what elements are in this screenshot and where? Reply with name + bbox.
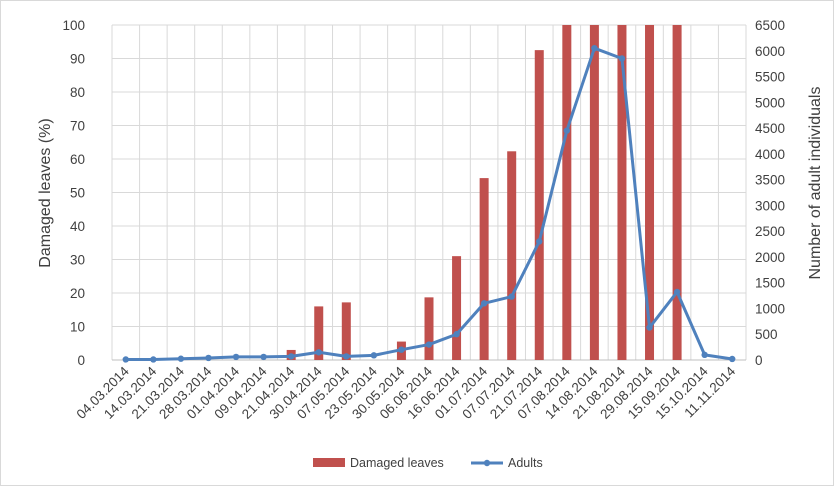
right-tick-label: 4500 xyxy=(755,121,785,136)
data-point xyxy=(205,354,212,362)
bar xyxy=(452,256,462,360)
legend: Damaged leaves Adults xyxy=(313,456,543,470)
left-tick-label: 10 xyxy=(70,320,85,335)
bar xyxy=(534,50,544,360)
x-axis-ticks: 04.03.201414.03.201421.03.201428.03.2014… xyxy=(74,363,739,422)
right-tick-label: 500 xyxy=(755,327,778,342)
data-point xyxy=(646,324,653,331)
bar xyxy=(479,178,489,360)
data-point xyxy=(370,352,378,359)
left-axis-ticks: 0 10 20 30 40 50 60 70 80 90 100 xyxy=(62,18,85,368)
right-tick-label: 2500 xyxy=(755,224,785,239)
bar-series-damaged-leaves xyxy=(286,25,682,360)
right-tick-label: 5000 xyxy=(755,95,785,110)
data-point xyxy=(260,353,267,361)
left-tick-label: 80 xyxy=(70,85,85,100)
line-series-adults xyxy=(122,44,736,363)
right-tick-label: 0 xyxy=(755,353,763,368)
bar xyxy=(507,151,517,360)
right-tick-label: 5500 xyxy=(755,70,785,85)
left-tick-label: 70 xyxy=(70,119,85,134)
data-point xyxy=(729,355,736,363)
data-point xyxy=(343,353,350,360)
right-tick-label: 6000 xyxy=(755,44,785,59)
legend-swatch-damaged-leaves xyxy=(313,458,345,467)
right-tick-label: 3500 xyxy=(755,173,785,188)
right-tick-label: 1500 xyxy=(755,276,785,291)
data-point xyxy=(232,353,240,361)
data-point xyxy=(618,55,626,62)
data-point xyxy=(591,44,598,52)
bar xyxy=(672,25,682,360)
data-point xyxy=(315,349,322,356)
right-tick-label: 2000 xyxy=(755,250,785,265)
left-tick-label: 100 xyxy=(62,18,85,33)
right-axis-title: Number of adult individuals xyxy=(807,87,824,280)
legend-label-adults: Adults xyxy=(508,456,543,470)
left-tick-label: 0 xyxy=(77,353,85,368)
right-tick-label: 4000 xyxy=(755,147,785,162)
data-point xyxy=(150,356,157,363)
left-tick-label: 20 xyxy=(70,286,85,301)
bar xyxy=(645,25,655,360)
bar xyxy=(562,25,572,360)
bar xyxy=(314,306,324,360)
legend-swatch-adults-marker xyxy=(483,459,491,467)
data-point xyxy=(480,300,488,307)
right-axis-ticks: 0 500 1000 1500 2000 2500 3000 3500 4000 4500 5000… xyxy=(755,18,785,368)
bar xyxy=(617,25,627,360)
bar xyxy=(424,297,434,360)
data-point xyxy=(398,346,405,353)
data-point xyxy=(563,127,571,134)
left-tick-label: 50 xyxy=(70,186,85,201)
data-point xyxy=(122,356,129,363)
legend-label-damaged-leaves: Damaged leaves xyxy=(350,456,444,470)
left-tick-label: 90 xyxy=(70,52,85,67)
data-point xyxy=(177,355,185,362)
data-point xyxy=(536,238,543,245)
bar xyxy=(589,25,599,360)
right-tick-label: 3000 xyxy=(755,198,785,213)
left-tick-label: 60 xyxy=(70,152,85,167)
data-point xyxy=(673,288,681,296)
left-tick-label: 30 xyxy=(70,253,85,268)
right-tick-label: 6500 xyxy=(755,18,785,33)
right-tick-label: 1000 xyxy=(755,301,785,316)
data-point xyxy=(701,351,708,359)
left-axis-title: Damaged leaves (%) xyxy=(37,118,54,267)
left-tick-label: 40 xyxy=(70,219,85,234)
data-point xyxy=(508,293,515,300)
gridlines xyxy=(111,24,747,361)
bar xyxy=(341,302,351,360)
data-point xyxy=(453,331,460,338)
data-point xyxy=(287,353,295,360)
data-point xyxy=(425,341,433,348)
